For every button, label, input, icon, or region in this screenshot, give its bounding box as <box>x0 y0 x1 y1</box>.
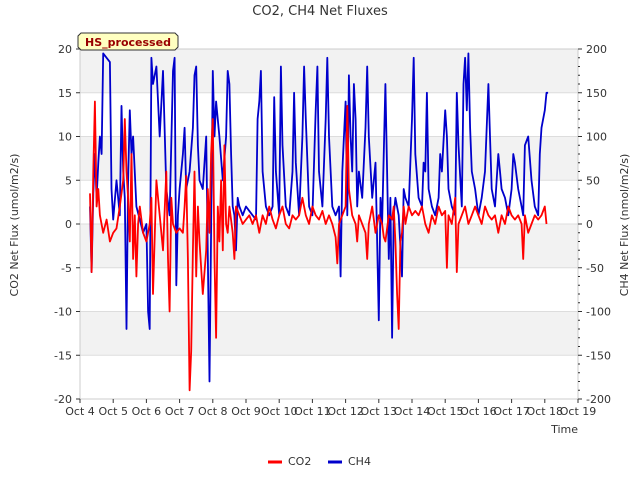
x-tick-label: Oct 6 <box>132 405 162 418</box>
y-right-tick-label: 50 <box>586 174 600 187</box>
x-tick-label: Oct 7 <box>165 405 195 418</box>
x-tick-label: Oct 15 <box>427 405 464 418</box>
y-left-tick-label: 0 <box>65 218 72 231</box>
y-right-axis-label: CH4 Net Flux (nmol/m2/s) <box>618 154 631 297</box>
x-tick-label: Oct 16 <box>460 405 497 418</box>
series-line-ch4 <box>89 52 549 383</box>
y-left-tick-label: 10 <box>58 131 72 144</box>
badge-label: HS_processed <box>85 36 171 49</box>
x-tick-label: Oct 8 <box>198 405 228 418</box>
series-line-co2 <box>89 100 548 392</box>
x-tick-label: Oct 5 <box>98 405 128 418</box>
y-left-tick-label: 15 <box>58 87 72 100</box>
y-right-tick-label: -100 <box>586 306 611 319</box>
band-2 <box>80 267 578 312</box>
series-layer <box>89 52 549 392</box>
legend: CO2 CH4 <box>268 455 371 468</box>
x-tick-label: Oct 12 <box>327 405 364 418</box>
x-tick-label: Oct 19 <box>560 405 597 418</box>
band-0 <box>80 355 578 399</box>
x-axis-label: Time <box>550 423 578 436</box>
y-right-axis-ticks: -200 -150 -100 -50 0 50 100 150 200 <box>578 43 611 406</box>
x-tick-label: Oct 9 <box>231 405 261 418</box>
y-right-tick-label: 100 <box>586 131 607 144</box>
x-tick-label: Oct 10 <box>261 405 298 418</box>
x-tick-label: Oct 4 <box>65 405 95 418</box>
y-left-axis-label: CO2 Net Flux (umol/m2/s) <box>8 154 21 297</box>
processed-badge: HS_processed <box>77 32 179 51</box>
y-left-tick-label: 5 <box>65 174 72 187</box>
band-1 <box>80 311 578 356</box>
y-left-tick-label: -10 <box>54 306 72 319</box>
x-tick-label: Oct 13 <box>361 405 398 418</box>
legend-ch4-label: CH4 <box>348 455 371 468</box>
x-tick-label: Oct 14 <box>394 405 431 418</box>
legend-co2-label: CO2 <box>288 455 311 468</box>
y-right-tick-label: -50 <box>586 262 604 275</box>
x-axis-ticks: Oct 4 Oct 5 Oct 6 Oct 7 Oct 8 Oct 9 Oct 10Oct … <box>65 399 596 418</box>
y-right-tick-label: 0 <box>586 218 593 231</box>
chart-title: CO2, CH4 Net Fluxes <box>252 4 388 19</box>
y-left-tick-label: -5 <box>61 262 72 275</box>
x-tick-label: Oct 18 <box>527 405 564 418</box>
y-left-tick-label: 20 <box>58 43 72 56</box>
y-left-tick-label: -20 <box>54 393 72 406</box>
x-tick-label: Oct 11 <box>294 405 331 418</box>
y-left-axis-ticks: -20 -15 -10 -5 0 5 10 15 20 <box>54 43 80 406</box>
y-right-tick-label: 200 <box>586 43 607 56</box>
x-tick-label: Oct 17 <box>493 405 530 418</box>
y-left-tick-label: -15 <box>54 349 72 362</box>
y-right-tick-label: -150 <box>586 349 611 362</box>
y-right-tick-label: 150 <box>586 87 607 100</box>
y-right-tick-label: -200 <box>586 393 611 406</box>
